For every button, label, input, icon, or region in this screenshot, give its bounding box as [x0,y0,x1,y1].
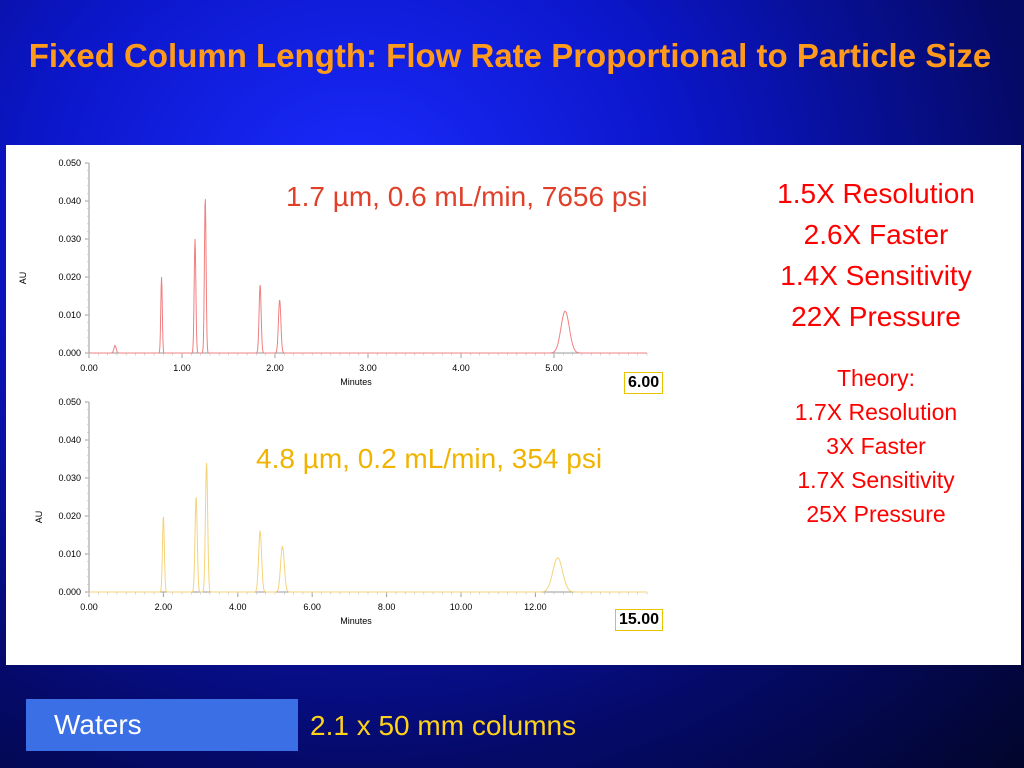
footer-note: 2.1 x 50 mm columns [310,710,577,741]
bottom-x-tick-label: 2.00 [155,602,173,612]
result-pressure: 22X Pressure [791,301,961,332]
top-y-tick-label: 0.050 [58,158,81,168]
theory-resolution: 1.7X Resolution [794,399,958,425]
result-resolution: 1.5X Resolution [777,178,975,209]
bottom-x-tick-label: 0.00 [80,602,98,612]
bottom-chart-conditions: 4.8 µm, 0.2 mL/min, 354 psi [256,443,603,474]
top-x-tick-label: 4.00 [452,363,470,373]
top-y-tick-label: 0.000 [58,348,81,358]
bottom-chart-end-time: 15.00 [615,609,664,631]
top-chart-conditions: 1.7 µm, 0.6 mL/min, 7656 psi [286,181,648,212]
slide-title: Fixed Column Length: Flow Rate Proportio… [28,37,992,74]
top-x-tick-label: 5.00 [545,363,563,373]
top-y-tick-label: 0.030 [58,234,81,244]
top-y-tick-label: 0.010 [58,310,81,320]
footer-brand: Waters [54,709,142,740]
top-y-tick-label: 0.040 [58,196,81,206]
bottom-chromatogram-trace [89,462,647,593]
result-sensitivity: 1.4X Sensitivity [780,260,972,291]
bottom-x-tick-label: 6.00 [303,602,321,612]
chart-panel: 0.000 0.010 0.020 0.030 0.040 0.050 0.00 1.00 2.… [6,145,1021,665]
bottom-y-tick-label: 0.040 [58,435,81,445]
footer-brand-box: Waters [26,699,298,751]
theory-list: Theory: 1.7X Resolution 3X Faster 1.7X S… [741,361,1011,531]
top-y-axis-title: AU [18,272,28,285]
bottom-y-tick-label: 0.020 [58,511,81,521]
bottom-x-tick-label: 4.00 [229,602,247,612]
bottom-y-tick-label: 0.000 [58,587,81,597]
results-list: 1.5X Resolution 2.6X Faster 1.4X Sensiti… [741,173,1011,337]
top-y-tick-label: 0.020 [58,272,81,282]
bottom-x-tick-label: 8.00 [378,602,396,612]
theory-heading: Theory: [837,365,915,391]
theory-speed: 3X Faster [826,433,926,459]
top-x-tick-label: 3.00 [359,363,377,373]
top-chart-end-time: 6.00 [624,372,664,394]
bottom-x-tick-label: 12.00 [524,602,547,612]
theory-sensitivity: 1.7X Sensitivity [797,467,955,493]
bottom-y-tick-label: 0.030 [58,473,81,483]
top-x-axis-title: Minutes [340,377,372,387]
result-speed: 2.6X Faster [803,219,949,250]
top-x-tick-label: 2.00 [266,363,284,373]
theory-pressure: 25X Pressure [806,501,946,527]
chromatogram-charts: 0.000 0.010 0.020 0.030 0.040 0.050 0.00 1.00 2.… [18,158,648,626]
bottom-y-tick-label: 0.010 [58,549,81,559]
bottom-y-axis-title: AU [34,511,44,524]
bottom-x-axis-title: Minutes [340,616,372,626]
top-x-tick-label: 1.00 [173,363,191,373]
bottom-y-tick-label: 0.050 [58,397,81,407]
top-x-tick-label: 0.00 [80,363,98,373]
bottom-x-tick-label: 10.00 [450,602,473,612]
top-chromatogram-trace [89,199,647,354]
